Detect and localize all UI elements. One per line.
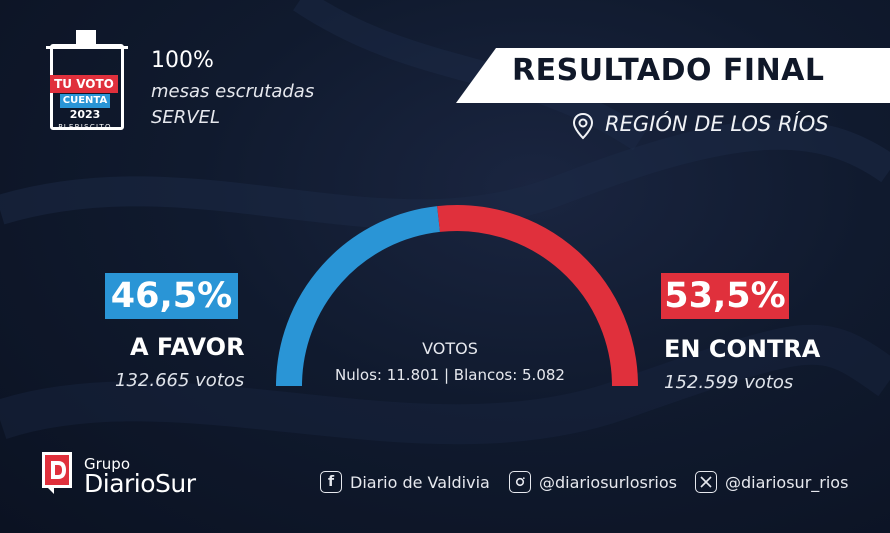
votos-detail: Nulos: 11.801 | Blancos: 5.082 (335, 366, 565, 384)
x-icon (695, 471, 717, 493)
contra-votes: 152.599 votos (664, 372, 794, 393)
favor-label: A FAVOR (130, 333, 245, 361)
facebook-icon: f (320, 471, 342, 493)
count-percent: 100% (151, 48, 214, 73)
count-source: SERVEL (151, 107, 221, 128)
contra-percent-badge: 53,5% (661, 273, 789, 319)
results-gauge (276, 205, 638, 387)
brand-name: DiarioSur (84, 469, 196, 498)
result-title: RESULTADO FINAL (512, 53, 825, 88)
ballot-slot-icon (76, 30, 96, 48)
gauge-arc-favor (276, 206, 441, 387)
region-label: REGIÓN DE LOS RÍOS (605, 112, 829, 136)
diariosur-logo-icon (42, 452, 72, 494)
logo-caption: PLEBISCITO (58, 123, 112, 131)
social-x[interactable]: @diariosur_rios (695, 468, 848, 496)
gauge-arc-contra (437, 205, 638, 387)
favor-percent-badge: 46,5% (105, 273, 238, 319)
contra-label: EN CONTRA (664, 335, 821, 363)
favor-votes: 132.665 votos (115, 370, 245, 391)
brand-small-label: Grupo (84, 455, 130, 473)
social-instagram[interactable]: @diariosurlosrios (509, 468, 677, 496)
social-facebook-text: Diario de Valdivia (350, 472, 490, 492)
social-instagram-text: @diariosurlosrios (539, 472, 677, 492)
tu-voto-cuenta-logo: TU VOTO CUENTA 2023 PLEBISCITO (46, 30, 134, 140)
count-description: mesas escrutadas (151, 81, 315, 102)
result-banner (456, 48, 890, 103)
ballot-box-lid (46, 46, 128, 49)
location-pin-icon (572, 112, 594, 140)
instagram-icon (509, 471, 531, 493)
social-x-text: @diariosur_rios (725, 472, 849, 492)
logo-line1: TU VOTO (50, 75, 118, 93)
logo-year: 2023 (69, 108, 101, 121)
logo-line2: CUENTA (60, 94, 110, 108)
social-facebook[interactable]: f Diario de Valdivia (320, 468, 490, 496)
votos-title: VOTOS (422, 339, 478, 358)
